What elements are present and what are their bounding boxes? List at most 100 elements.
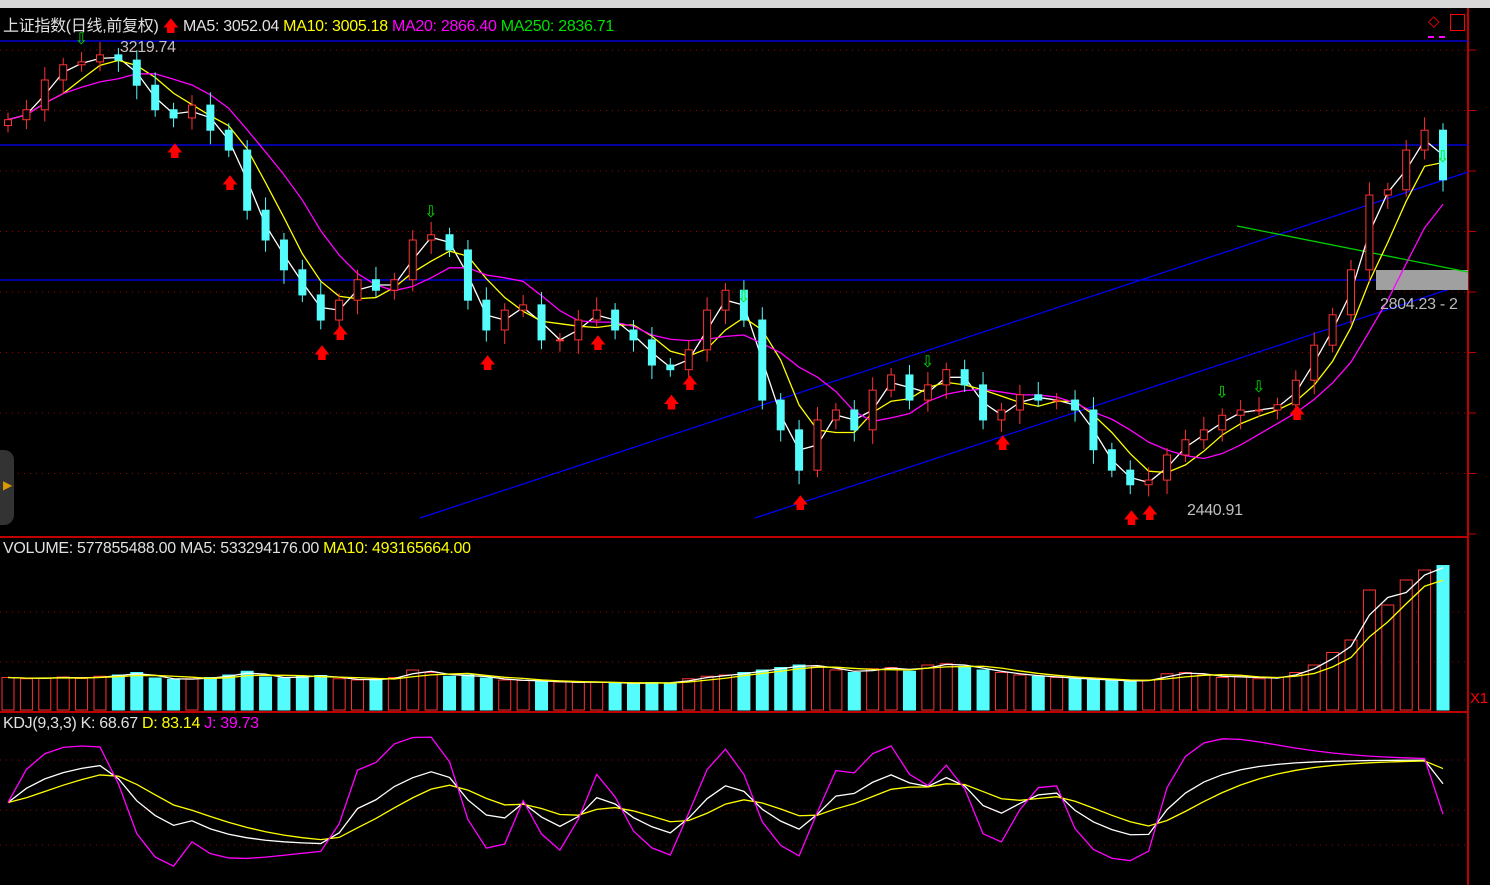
kdj-j-value: J: 39.73 — [204, 715, 259, 732]
sell-signal-arrow-icon: ⇩ — [75, 31, 88, 48]
candle-body — [1015, 394, 1024, 411]
candle-body — [1034, 394, 1043, 401]
candle-body — [1126, 469, 1135, 486]
volume-bar — [884, 667, 898, 711]
candle-body — [1236, 409, 1245, 416]
volume-bar — [939, 663, 953, 711]
candle-body — [261, 209, 270, 241]
ma250-value: MA250: 2836.71 — [500, 18, 615, 35]
candle-body — [574, 319, 583, 341]
candle-body — [684, 349, 693, 371]
volume-bar — [424, 672, 438, 711]
candle-body — [555, 339, 564, 342]
candle-body — [1107, 449, 1116, 471]
sell-signal-arrow-icon: ⇩ — [424, 204, 437, 221]
sell-signal-arrow-icon: ⇩ — [1436, 149, 1449, 166]
volume-bar — [1050, 677, 1064, 711]
volume-ma5-value: MA5: 533294176.00 — [179, 540, 319, 557]
chevron-right-icon: ▶ — [3, 478, 13, 492]
candle-body — [1383, 189, 1392, 196]
candle-body — [206, 104, 215, 131]
candle-body — [187, 104, 196, 119]
volume-bar — [314, 675, 328, 711]
volume-bar — [737, 672, 751, 711]
volume-bar — [1399, 579, 1413, 711]
candle-body — [629, 329, 638, 341]
volume-bar — [627, 683, 641, 711]
volume-bar — [1418, 569, 1432, 711]
sell-signal-arrow-icon: ⇩ — [737, 289, 750, 306]
candle-body — [1439, 129, 1447, 181]
volume-bar — [1307, 664, 1321, 711]
high-price-label: 3219.74 — [120, 39, 176, 56]
trend-line — [754, 282, 1469, 519]
candle-body — [316, 294, 325, 321]
volume-bar — [1326, 652, 1340, 711]
candle-body — [463, 249, 472, 301]
volume-bar — [148, 677, 162, 711]
candle-body — [500, 309, 509, 331]
volume-bar — [332, 678, 346, 711]
buy-signal-arrow-icon: 🡅 — [167, 143, 183, 160]
volume-bar — [222, 674, 236, 711]
buy-signal-arrow-icon: 🡅 — [1142, 505, 1158, 522]
volume-ma10-value: MA10: 493165664.00 — [323, 540, 471, 557]
side-panel-toggle[interactable]: ▶ — [0, 450, 14, 525]
candle-body — [390, 279, 399, 291]
buy-signal-arrow-icon: 🡅 — [663, 395, 679, 412]
candle-body — [868, 389, 877, 431]
volume-bar — [902, 670, 916, 711]
volume-bar — [1013, 674, 1027, 711]
candle-body — [482, 299, 491, 331]
volume-bar — [461, 674, 475, 711]
diamond-icon[interactable]: ◇ — [1428, 13, 1440, 30]
volume-bar — [847, 672, 861, 711]
volume-bar — [351, 679, 365, 711]
candle-body — [537, 304, 546, 341]
window-layout-icon[interactable] — [1450, 14, 1465, 31]
volume-bar — [19, 678, 33, 711]
candle-body — [923, 384, 932, 401]
candle-body — [1365, 194, 1374, 271]
candle-body — [795, 429, 804, 471]
ma10-line — [7, 59, 1444, 474]
candle-body — [721, 289, 730, 311]
low-price-label: 2440.91 — [1187, 502, 1243, 519]
volume-bar — [277, 677, 291, 711]
candle-body — [739, 289, 748, 321]
candle-body — [1071, 399, 1080, 411]
volume-bar — [663, 682, 677, 711]
volume-bar — [608, 682, 622, 711]
candle-body — [905, 374, 914, 401]
candle-body — [59, 64, 68, 81]
volume-bar — [682, 678, 696, 711]
right-price-label: 2804.23 - 2 — [1380, 296, 1458, 313]
candle-body — [703, 309, 712, 351]
volume-bar — [111, 674, 125, 711]
volume-bar — [1031, 675, 1045, 711]
candle-body — [224, 129, 233, 151]
buy-signal-arrow-icon: 🡅 — [314, 345, 330, 362]
volume-bar — [203, 677, 217, 711]
volume-bar — [295, 675, 309, 711]
candle-body — [647, 339, 656, 366]
candle-body — [1420, 129, 1429, 151]
candle-body — [1218, 414, 1227, 431]
volume-bar — [866, 668, 880, 711]
volume-bar — [590, 681, 604, 711]
ma250-line — [1236, 225, 1469, 273]
candle-body — [169, 109, 178, 119]
ma20-value: MA20: 2866.40 — [391, 18, 497, 35]
candle-body — [1199, 429, 1208, 441]
candle-body — [1163, 454, 1172, 481]
volume-bar — [1270, 677, 1284, 711]
volume-bar — [700, 675, 714, 711]
candle-body — [4, 119, 12, 127]
volume-ma10-line — [7, 579, 1444, 684]
volume-bar — [921, 664, 935, 711]
candle-body — [1347, 269, 1356, 316]
candle-body — [77, 61, 86, 66]
candle-body — [353, 279, 362, 301]
up-arrow-icon: 🡅 — [162, 18, 179, 35]
